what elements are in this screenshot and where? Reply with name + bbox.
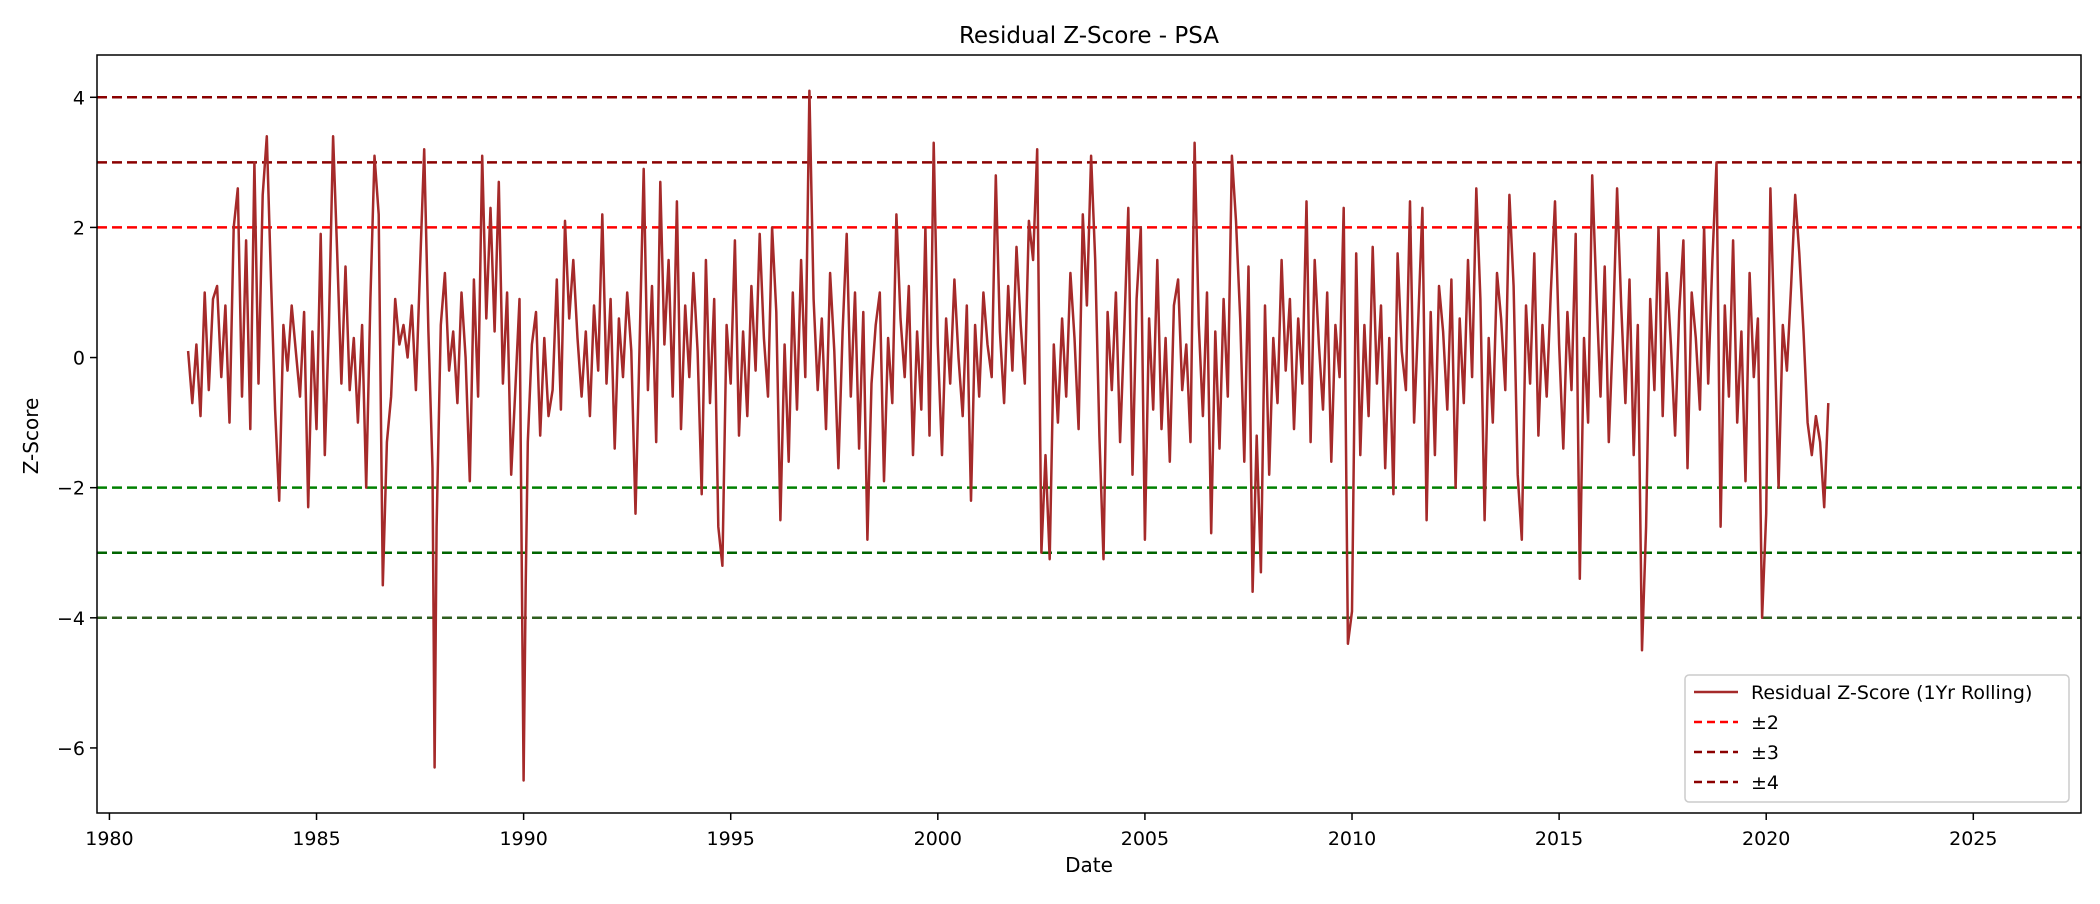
y-axis-label: Z-Score <box>19 398 43 475</box>
x-tick-label: 1980 <box>85 828 133 850</box>
legend: Residual Z-Score (1Yr Rolling) ±2 ±3 ±4 <box>1684 674 2070 803</box>
y-tick-label: −2 <box>57 478 85 500</box>
x-tick-label: 1985 <box>292 828 340 850</box>
series-layer <box>186 89 1830 782</box>
legend-label: ±2 <box>1751 712 1779 734</box>
x-tick-label: 2000 <box>914 828 962 850</box>
x-tick-label: 1995 <box>707 828 755 850</box>
legend-label: Residual Z-Score (1Yr Rolling) <box>1751 682 2032 704</box>
x-tick-label: 2020 <box>1742 828 1790 850</box>
y-tick-label: −4 <box>57 608 85 630</box>
y-tick-label: 4 <box>73 87 85 109</box>
y-tick-label: 2 <box>73 217 85 239</box>
x-tick-label: 2025 <box>1949 828 1997 850</box>
x-axis-label: Date <box>1065 853 1113 877</box>
legend-box <box>1684 674 2070 803</box>
x-tick-label: 2005 <box>1121 828 1169 850</box>
legend-label: ±3 <box>1751 742 1779 764</box>
y-tick-label: 0 <box>73 348 85 370</box>
series-line-residual-zscore <box>186 89 1830 782</box>
legend-label: ±4 <box>1751 772 1779 794</box>
x-tick-label: 2010 <box>1328 828 1376 850</box>
x-tick-label: 2015 <box>1535 828 1583 850</box>
plot-frame <box>96 54 2082 814</box>
chart-title: Residual Z-Score - PSA <box>959 23 1219 49</box>
y-tick-label: −6 <box>57 738 85 760</box>
threshold-lines <box>97 96 2081 620</box>
x-tick-label: 1990 <box>499 828 547 850</box>
axis-ticks: 1980 1985 1990 1995 2000 2005 2010 2015 2020 2025… <box>57 87 1998 850</box>
